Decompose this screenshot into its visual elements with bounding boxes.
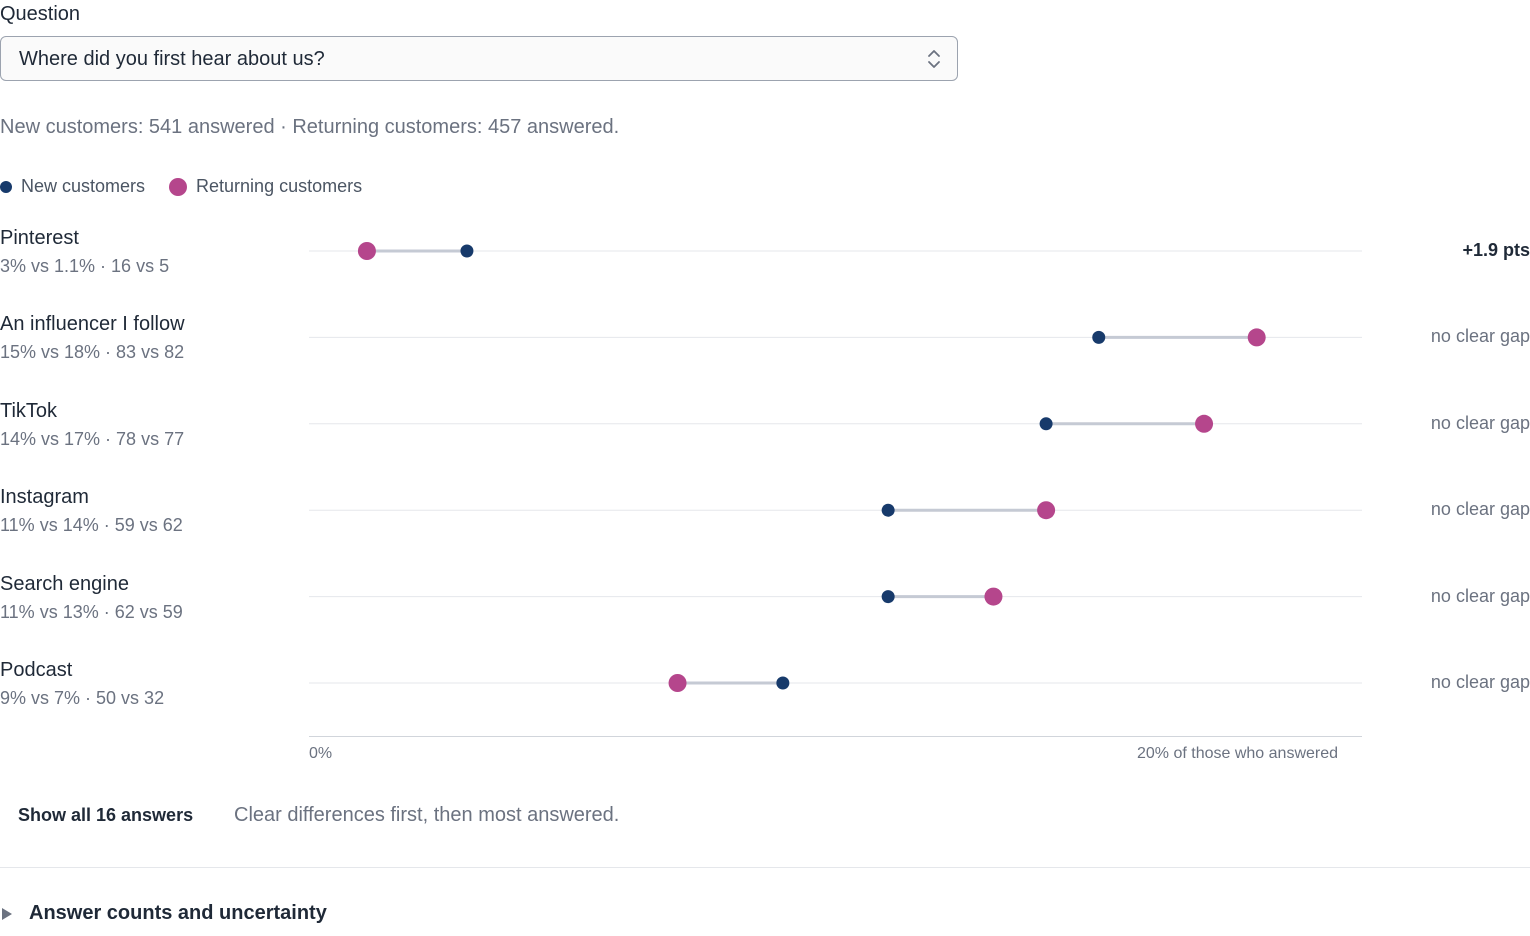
point-returning xyxy=(1195,414,1214,433)
sort-note: Clear differences first, then most answe… xyxy=(234,804,620,826)
row-label: An influencer I follow xyxy=(0,313,185,336)
divider xyxy=(0,867,1530,868)
point-new xyxy=(460,244,474,258)
legend-label-new: New customers xyxy=(21,176,146,196)
point-returning xyxy=(1247,328,1266,347)
row-detail: 11% vs 13% · 62 vs 59 xyxy=(0,601,183,622)
chart-legend: New customers Returning customers xyxy=(0,176,386,197)
legend-dot-new xyxy=(0,180,12,193)
chevron-up-down-icon xyxy=(928,50,940,68)
row-detail: 11% vs 14% · 59 vs 62 xyxy=(0,515,183,536)
row-label: Search engine xyxy=(0,572,129,595)
question-select[interactable]: Where did you first hear about us? xyxy=(0,36,958,81)
point-new xyxy=(881,590,895,604)
caret-right-icon xyxy=(2,907,12,920)
row-gap-label: no clear gap xyxy=(1430,412,1530,433)
row-label: Podcast xyxy=(0,659,73,681)
point-new xyxy=(776,676,790,690)
row-label: TikTok xyxy=(0,399,58,422)
row-gap-label: no clear gap xyxy=(1430,326,1530,347)
answer-counts-toggle[interactable]: Answer counts and uncertainty xyxy=(0,902,327,925)
legend-label-returning: Returning customers xyxy=(196,176,363,196)
answer-counts-toggle-label: Answer counts and uncertainty xyxy=(29,902,327,924)
x-tick-label-min: 0% xyxy=(309,745,333,762)
response-summary: New customers: 541 answered · Returning … xyxy=(0,116,620,138)
row-label: Instagram xyxy=(0,486,89,509)
row-gap-label: no clear gap xyxy=(1430,672,1530,692)
question-select-value: Where did you first hear about us? xyxy=(19,48,325,70)
point-new xyxy=(1092,330,1106,344)
x-tick-label-max: 20% of those who answered xyxy=(1137,745,1339,762)
legend-item-returning: Returning customers xyxy=(169,176,362,197)
show-all-answers-button[interactable]: Show all 16 answers xyxy=(18,805,194,825)
legend-item-new: New customers xyxy=(0,176,145,197)
point-new xyxy=(1039,417,1053,431)
point-returning xyxy=(984,587,1003,606)
point-returning xyxy=(1037,501,1056,520)
question-label: Question xyxy=(0,3,81,25)
row-gap-label: +1.9 pts xyxy=(1462,240,1530,260)
row-detail: 9% vs 7% · 50 vs 32 xyxy=(0,688,165,708)
row-gap-label: no clear gap xyxy=(1430,499,1530,520)
row-detail: 15% vs 18% · 83 vs 82 xyxy=(0,342,185,363)
point-returning xyxy=(357,242,376,260)
point-new xyxy=(881,503,895,517)
legend-dot-returning xyxy=(169,177,188,196)
row-detail: 3% vs 1.1% · 16 vs 5 xyxy=(0,256,170,276)
row-gap-label: no clear gap xyxy=(1430,585,1530,606)
point-returning xyxy=(668,674,687,692)
row-label: Pinterest xyxy=(0,227,79,249)
row-detail: 14% vs 17% · 78 vs 77 xyxy=(0,428,185,449)
